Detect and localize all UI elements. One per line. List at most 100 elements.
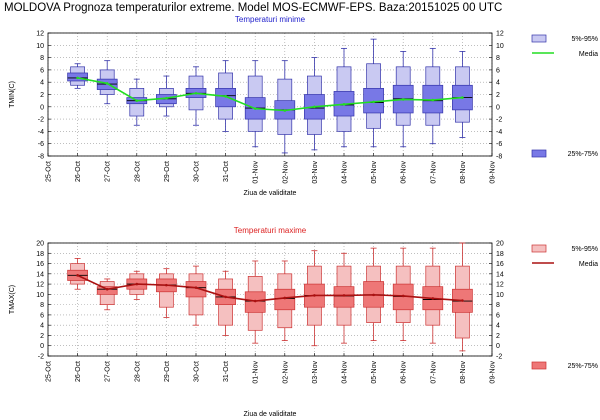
y-tick-label-right: 10 [496, 292, 504, 299]
x-tick-label: 06-Nov [401, 361, 408, 384]
y-tick-label-left: -6 [38, 141, 44, 148]
box-27-Oct [96, 278, 118, 311]
y-tick-label-right: 4 [496, 80, 500, 87]
mean-point [105, 82, 109, 85]
x-tick-label: 01-Nov [253, 161, 260, 184]
y-tick-label-left: 2 [40, 92, 44, 99]
chart-tmin: Temperaturi minime -8 -8 -6 -6 -4 -4 -2 -2 0 0 2 2 4 4… [9, 15, 598, 197]
y-tick-label-left: 6 [40, 312, 44, 319]
x-tick-label: 30-Oct [194, 161, 201, 182]
y-tick-label-left: 20 [36, 241, 44, 248]
box-08-Nov [452, 242, 473, 352]
mean-point [253, 299, 257, 303]
y-tick-label-right: -4 [496, 129, 502, 136]
box-08-Nov [452, 51, 473, 138]
mean-point [461, 96, 464, 99]
box-06-Nov [392, 247, 414, 341]
box-07-Nov [422, 47, 444, 145]
mean-point [135, 282, 139, 286]
y-tick-label-right: -6 [496, 141, 502, 148]
legend: 5%-95% Media 25%-75% [531, 244, 598, 370]
mean-line [77, 77, 463, 112]
y-tick-label-left: 12 [36, 282, 44, 289]
legend-label-inner: 25%-75% [568, 363, 598, 370]
legend: 5%-95% Media 25%-75% [531, 34, 598, 158]
mean-point [224, 295, 227, 299]
x-tick-label: 31-Oct [223, 361, 230, 382]
box-04-Nov [333, 47, 355, 148]
y-tick-label-left: 4 [40, 80, 44, 87]
box-25-75 [274, 288, 296, 311]
y-tick-label-left: -8 [38, 154, 44, 161]
x-tick-label: 26-Oct [75, 361, 82, 382]
y-tick-label-right: 10 [496, 43, 504, 50]
y-tick-label-right: 6 [496, 67, 500, 74]
y-tick-label-right: 20 [496, 241, 504, 248]
x-tick-label: 07-Nov [430, 361, 437, 384]
y-tick-label-right: 8 [496, 55, 500, 62]
box-26-Oct [67, 258, 88, 290]
y-tick-label-right: 12 [496, 282, 504, 289]
mean-point [224, 95, 227, 98]
mean-point [194, 286, 198, 289]
legend-swatch-inner [531, 361, 547, 370]
y-tick-label-right: 18 [496, 251, 504, 258]
x-tick-label: 30-Oct [194, 361, 201, 382]
x-tick-label: 28-Oct [134, 161, 141, 182]
x-tick-label: 27-Oct [105, 361, 112, 382]
box-05-Nov [363, 38, 384, 148]
y-tick-label-right: -2 [496, 354, 502, 361]
mean-point [313, 105, 316, 109]
legend-swatch-outer [531, 244, 547, 253]
box-29-Oct [156, 268, 177, 318]
y-tick-label-left: 2 [40, 333, 44, 340]
y-tick-label-left: 18 [36, 251, 44, 258]
x-tick-label: 08-Nov [460, 161, 467, 184]
mean-point [431, 98, 435, 102]
legend-label-mean: Media [579, 261, 598, 268]
y-tick-label-left: 8 [40, 302, 44, 309]
mean-point [76, 76, 79, 80]
box-01-Nov [244, 260, 266, 344]
y-tick-label-right: 4 [496, 323, 500, 330]
box-30-Oct [185, 265, 207, 326]
legend-swatch-outer [531, 34, 547, 43]
mean-point [342, 294, 346, 297]
x-tick-label: 29-Oct [164, 361, 171, 382]
y-axis-label: TMAX(C) [9, 285, 16, 314]
legend-swatch-inner [531, 149, 547, 158]
y-tick-label-right: 14 [496, 271, 504, 278]
y-tick-label-right: 8 [496, 302, 500, 309]
y-tick-label-left: 16 [36, 261, 44, 268]
x-tick-label: 31-Oct [223, 161, 230, 182]
x-tick-label: 02-Nov [282, 361, 289, 384]
mean-point [372, 293, 375, 297]
x-tick-label: 26-Oct [75, 161, 82, 182]
x-tick-label: 03-Nov [312, 161, 319, 184]
y-tick-label-right: 6 [496, 312, 500, 319]
mean-point [372, 100, 375, 104]
chart-tmax: Temperaturi maxime -2 -2 0 0 2 2 4 4 6 6 8 8 10 10 12 12… [9, 226, 598, 418]
y-axis-label: TMIN(C) [9, 81, 16, 108]
plot-frame [47, 242, 493, 357]
legend-label-mean: Media [579, 51, 598, 58]
y-tick-label-right: 16 [496, 261, 504, 268]
y-tick-label-right: 12 [496, 31, 504, 38]
x-tick-label: 06-Nov [401, 161, 408, 184]
box-30-Oct [185, 66, 207, 126]
mean-point [135, 99, 139, 102]
mean-point [401, 98, 405, 101]
x-tick-label: 07-Nov [430, 161, 437, 184]
mean-point [194, 91, 198, 95]
mean-line [77, 274, 463, 302]
box-04-Nov [333, 252, 355, 344]
y-tick-label-left: -2 [38, 117, 44, 124]
chart-title: Temperaturi maxime [234, 226, 307, 235]
x-tick-label: 09-Nov [490, 161, 497, 184]
mean-point [401, 294, 405, 298]
x-tick-label: 01-Nov [253, 361, 260, 384]
x-tick-label: 29-Oct [164, 161, 171, 182]
x-tick-label: 04-Nov [342, 161, 349, 184]
box-25-75 [185, 281, 207, 298]
